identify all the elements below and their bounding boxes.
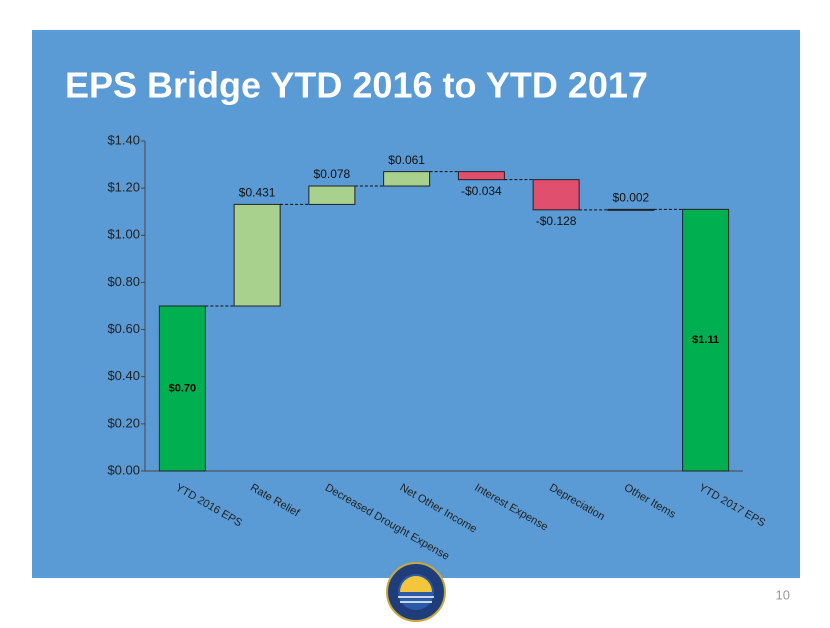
value-label: $1.11 [692, 334, 719, 346]
value-label: $0.061 [388, 153, 425, 167]
y-tick-label: $0.40 [107, 368, 140, 383]
y-tick-label: $1.00 [107, 227, 140, 242]
value-label: -$0.034 [461, 184, 502, 198]
bar [383, 171, 431, 187]
y-tick-label: $0.20 [107, 415, 140, 430]
y-tick-label: $0.60 [107, 321, 140, 336]
panel [32, 30, 800, 578]
y-tick-label: $1.40 [107, 132, 140, 147]
bar [308, 185, 356, 205]
value-label: $0.70 [169, 382, 197, 394]
value-label: $0.002 [613, 191, 650, 205]
slide-title: EPS Bridge YTD 2016 to YTD 2017 [65, 65, 648, 106]
page-number: 10 [776, 587, 790, 602]
bar [607, 208, 655, 211]
bar [158, 305, 206, 472]
bar [532, 179, 580, 211]
value-label: -$0.128 [536, 214, 577, 228]
y-tick-label: $1.20 [107, 180, 140, 195]
bar [233, 203, 281, 307]
value-label: $0.431 [239, 186, 276, 200]
logo [386, 562, 446, 622]
value-label: $0.078 [314, 167, 351, 181]
y-tick-label: $0.00 [107, 462, 140, 477]
bar [682, 208, 730, 472]
bar [457, 171, 505, 181]
y-tick-label: $0.80 [107, 274, 140, 289]
